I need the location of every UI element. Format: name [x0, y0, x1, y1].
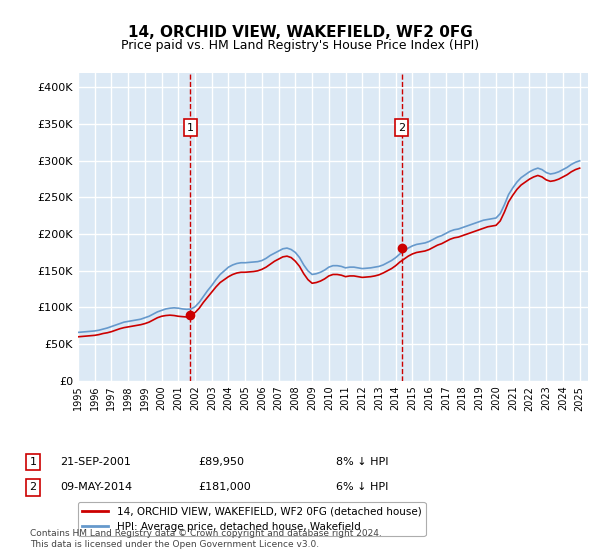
- Text: 2: 2: [29, 482, 37, 492]
- Text: Contains HM Land Registry data © Crown copyright and database right 2024.
This d: Contains HM Land Registry data © Crown c…: [30, 529, 382, 549]
- Text: 09-MAY-2014: 09-MAY-2014: [60, 482, 132, 492]
- Legend: 14, ORCHID VIEW, WAKEFIELD, WF2 0FG (detached house), HPI: Average price, detach: 14, ORCHID VIEW, WAKEFIELD, WF2 0FG (det…: [78, 502, 425, 536]
- Text: 21-SEP-2001: 21-SEP-2001: [60, 457, 131, 467]
- Text: 6% ↓ HPI: 6% ↓ HPI: [336, 482, 388, 492]
- Text: £89,950: £89,950: [198, 457, 244, 467]
- Text: 14, ORCHID VIEW, WAKEFIELD, WF2 0FG: 14, ORCHID VIEW, WAKEFIELD, WF2 0FG: [128, 25, 472, 40]
- Text: 8% ↓ HPI: 8% ↓ HPI: [336, 457, 389, 467]
- Text: Price paid vs. HM Land Registry's House Price Index (HPI): Price paid vs. HM Land Registry's House …: [121, 39, 479, 52]
- Text: 2: 2: [398, 123, 405, 133]
- Text: 1: 1: [187, 123, 194, 133]
- Text: £181,000: £181,000: [198, 482, 251, 492]
- Text: 1: 1: [29, 457, 37, 467]
